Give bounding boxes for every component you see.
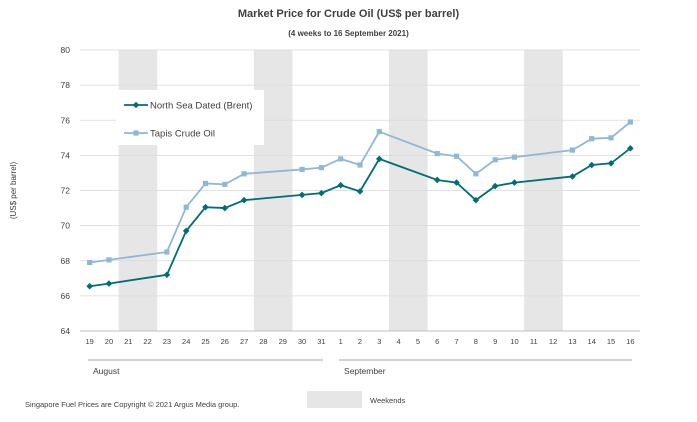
x-tick-label: 8 — [474, 337, 478, 346]
data-point — [183, 204, 189, 210]
data-point — [298, 191, 306, 199]
weekends-legend-label: Weekends — [370, 396, 406, 405]
y-tick-label: 74 — [61, 150, 71, 160]
data-point — [182, 227, 190, 235]
data-point — [163, 271, 171, 279]
data-point — [357, 162, 363, 168]
x-tick-label: 29 — [279, 337, 287, 346]
legend-label: Tapis Crude Oil — [150, 129, 215, 140]
x-tick-label: 24 — [182, 337, 190, 346]
data-point — [106, 257, 112, 263]
legend-marker — [133, 130, 139, 136]
data-point — [569, 147, 576, 153]
data-point — [491, 182, 499, 190]
x-tick-label: 2 — [358, 337, 362, 346]
x-tick-label: 28 — [259, 337, 267, 346]
month-label: August — [93, 366, 120, 376]
data-point — [607, 159, 615, 167]
x-tick-label: 9 — [493, 337, 497, 346]
data-point — [105, 280, 113, 287]
y-axis-label: (US$ per barrel) — [9, 161, 18, 219]
x-tick-label: 22 — [143, 337, 151, 346]
x-tick-label: 30 — [298, 337, 306, 346]
y-tick-label: 68 — [61, 256, 71, 266]
x-tick-label: 23 — [163, 337, 171, 346]
weekends-legend-swatch — [307, 391, 362, 408]
x-tick-label: 14 — [588, 337, 596, 346]
data-point — [318, 189, 325, 197]
month-label: September — [344, 366, 386, 376]
legend-label: North Sea Dated (Brent) — [150, 101, 252, 112]
data-point — [222, 181, 228, 187]
legend-marker — [132, 101, 140, 109]
y-tick-label: 70 — [61, 221, 71, 231]
x-tick-label: 12 — [549, 337, 557, 346]
data-point — [87, 259, 93, 266]
data-point — [434, 151, 440, 157]
y-tick-label: 64 — [61, 326, 71, 336]
y-tick-label: 76 — [61, 115, 71, 125]
data-point — [376, 129, 382, 135]
x-tick-label: 7 — [454, 337, 458, 346]
y-tick-label: 78 — [61, 80, 71, 90]
data-point — [492, 157, 498, 163]
data-point — [337, 181, 344, 189]
x-tick-label: 10 — [510, 337, 518, 346]
x-tick-label: 3 — [377, 337, 381, 346]
chart-title: Market Price for Crude Oil (US$ per barr… — [237, 8, 460, 20]
data-point — [318, 165, 324, 171]
x-tick-label: 1 — [339, 337, 343, 346]
legend-box — [116, 90, 264, 145]
data-point — [627, 145, 634, 152]
data-point — [202, 203, 209, 211]
y-tick-label: 66 — [61, 291, 71, 301]
data-point — [569, 173, 576, 180]
y-tick-label: 72 — [61, 186, 71, 196]
data-point — [608, 135, 614, 141]
x-tick-label: 11 — [530, 337, 538, 346]
data-point — [86, 282, 93, 290]
data-point — [453, 179, 460, 186]
data-point — [627, 119, 633, 125]
data-point — [376, 155, 383, 163]
data-point — [338, 156, 344, 162]
x-tick-label: 31 — [317, 337, 325, 346]
data-point — [299, 166, 305, 173]
data-point — [241, 171, 247, 177]
data-point — [356, 188, 364, 195]
data-point — [511, 179, 518, 186]
x-tick-label: 19 — [85, 337, 93, 346]
y-tick-label: 80 — [61, 45, 71, 55]
x-tick-label: 6 — [435, 337, 439, 346]
x-tick-label: 15 — [607, 337, 615, 346]
data-point — [473, 171, 479, 177]
data-point — [202, 180, 209, 187]
x-tick-label: 4 — [397, 337, 401, 346]
x-tick-label: 20 — [105, 337, 113, 346]
data-point — [240, 196, 248, 204]
data-point — [221, 204, 229, 212]
x-tick-label: 13 — [568, 337, 576, 346]
chart-subtitle: (4 weeks to 16 September 2021) — [288, 29, 409, 38]
x-tick-label: 26 — [221, 337, 229, 346]
data-point — [511, 154, 518, 160]
data-point — [164, 249, 170, 255]
data-point — [588, 161, 596, 169]
x-tick-label: 27 — [240, 337, 248, 346]
data-point — [433, 176, 441, 184]
x-tick-label: 16 — [626, 337, 634, 346]
copyright-note: Singapore Fuel Prices are Copyright © 20… — [25, 400, 240, 409]
x-tick-label: 21 — [124, 337, 132, 346]
x-tick-label: 5 — [416, 337, 420, 346]
data-point — [472, 196, 480, 204]
data-point — [453, 153, 460, 159]
x-tick-label: 25 — [201, 337, 209, 346]
data-point — [589, 136, 595, 142]
